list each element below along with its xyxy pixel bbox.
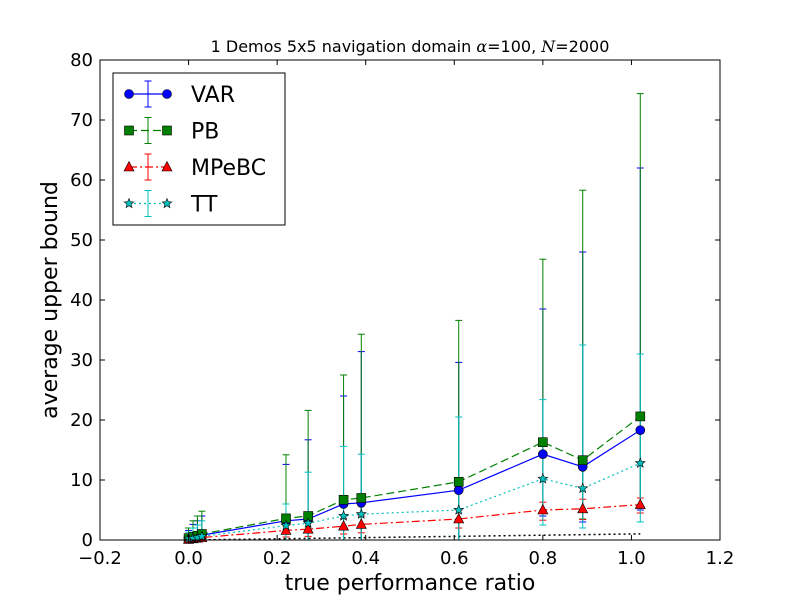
legend-marker: [162, 125, 172, 136]
data-point: [355, 518, 367, 529]
legend-marker: [124, 89, 134, 99]
x-tick-label: 0.4: [351, 548, 380, 569]
data-point: [338, 520, 350, 531]
data-point: [280, 519, 292, 531]
data-point: [453, 504, 465, 515]
data-point: [538, 437, 548, 448]
legend-marker: [162, 89, 172, 99]
legend-label: VAR: [191, 83, 235, 108]
legend-box: [112, 72, 286, 226]
y-tick-label: 70: [70, 110, 93, 131]
data-point: [453, 512, 465, 524]
data-point: [577, 502, 589, 514]
series-line-tt: [188, 462, 641, 540]
plot-area: −0.2 0.0 0.2 0.4 0.6 0.8 1.0 1.2 0 10 20 30 40 50 60 70…: [70, 50, 734, 569]
data-point: [634, 457, 646, 468]
data-point: [537, 472, 549, 484]
data-point: [634, 498, 646, 509]
chart-title-prefix: 1 Demos 5x5 navigation domain: [211, 37, 477, 56]
legend-marker: [124, 125, 134, 136]
x-tick-label: 0.0: [174, 548, 203, 569]
legend-marker: [161, 197, 173, 209]
y-tick-label: 10: [70, 470, 93, 491]
y-tick-label: 60: [70, 170, 93, 191]
legend-marker: [123, 197, 135, 209]
chart-title-n-value: =2000: [555, 37, 609, 56]
legend-label: TT: [190, 193, 218, 218]
x-tick-label: 1.0: [617, 548, 646, 569]
y-tick-label: 30: [70, 350, 93, 371]
data-point: [356, 493, 367, 503]
legend-entry-tt: TT: [123, 190, 218, 218]
series-line-var: [188, 429, 641, 540]
data-point: [338, 494, 349, 505]
legend: VAR PB MPeBC TT: [112, 72, 286, 226]
y-tick-label: 80: [70, 50, 93, 71]
legend-entry-mpebc: MPeBC: [123, 153, 266, 181]
y-tick-label: 0: [82, 530, 93, 551]
data-point: [635, 411, 646, 422]
series-line-mpebc: [188, 504, 641, 540]
data-point: [302, 517, 314, 528]
y-tick-label: 50: [70, 230, 93, 251]
y-axis-title: average upper bound: [38, 181, 63, 419]
x-tick-label: 0.6: [440, 548, 469, 569]
y-tick-label: 20: [70, 410, 93, 431]
data-point: [577, 455, 588, 466]
data-point: [577, 482, 589, 494]
data-point: [453, 476, 464, 487]
x-axis-title: true performance ratio: [285, 571, 536, 596]
legend-marker: [161, 160, 173, 172]
chart-title-n: N: [540, 37, 556, 56]
x-tick-label: 0.2: [263, 548, 292, 569]
chart-title-alpha: α: [476, 37, 487, 56]
legend-label: MPeBC: [191, 156, 266, 181]
x-tick-label: 1.2: [706, 548, 735, 569]
data-point: [538, 449, 548, 460]
data-point: [453, 485, 464, 496]
data-point: [196, 530, 208, 542]
error-bars-tt: [185, 344, 644, 541]
series-tt: [183, 457, 646, 544]
chart-title: 1 Demos 5x5 navigation domain α=100, N=2…: [211, 37, 610, 56]
legend-label: PB: [191, 120, 219, 145]
data-point: [635, 425, 646, 436]
legend-entry-var: VAR: [124, 80, 235, 108]
x-tick-label: 0.8: [529, 548, 558, 569]
data-point: [302, 523, 314, 534]
legend-marker: [123, 160, 135, 172]
series-pb: [183, 411, 646, 544]
series-line-pb: [188, 415, 641, 539]
y-tick-label: 40: [70, 290, 93, 311]
legend-entry-pb: PB: [124, 117, 219, 145]
series-var: [183, 425, 646, 544]
reference-line: [188, 533, 641, 541]
chart-title-alpha-value: =100,: [487, 37, 541, 56]
data-point: [355, 508, 367, 519]
x-tick-label: −0.2: [78, 548, 122, 569]
data-point: [338, 510, 350, 521]
data-point: [537, 503, 549, 515]
